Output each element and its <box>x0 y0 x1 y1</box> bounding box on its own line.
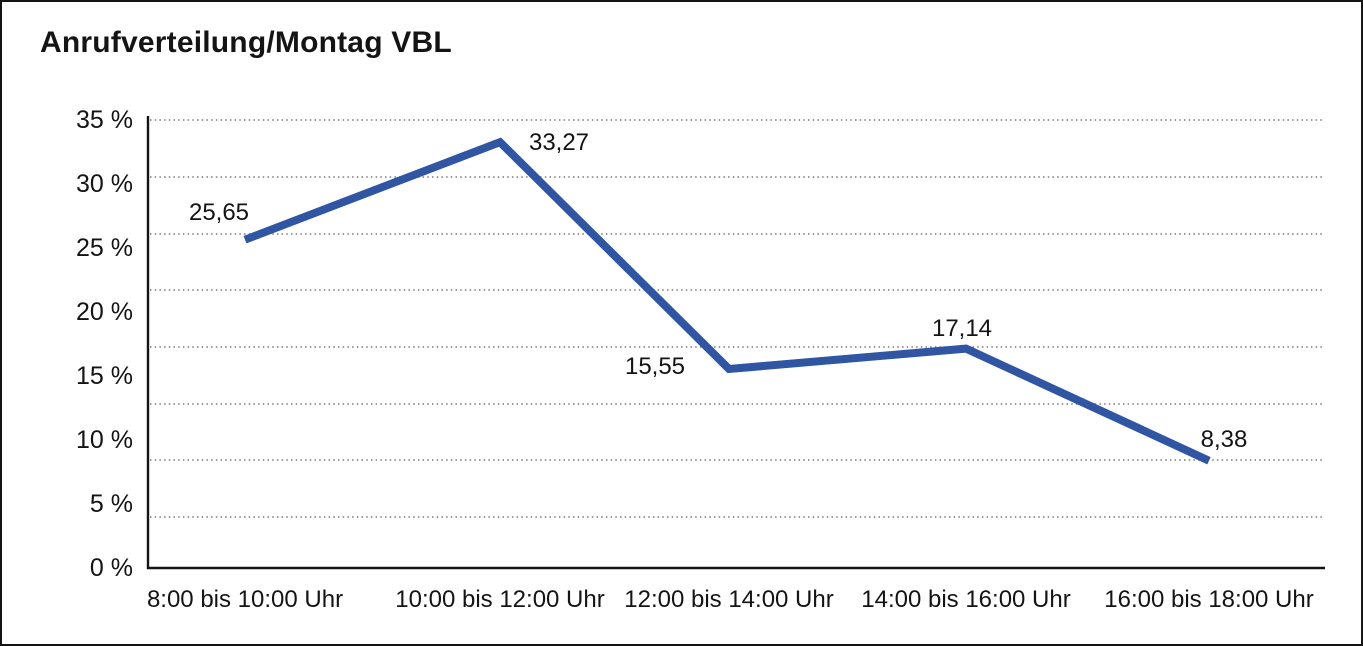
y-tick-label: 10 % <box>76 426 133 454</box>
y-tick-label: 15 % <box>76 362 133 390</box>
x-tick-label: 10:00 bis 12:00 Uhr <box>395 586 605 613</box>
data-line-series <box>243 137 1211 465</box>
y-tick-label: 35 % <box>76 106 133 134</box>
data-point-label: 15,55 <box>624 352 686 380</box>
x-tick-label: 14:00 bis 16:00 Uhr <box>861 586 1071 613</box>
y-tick-label: 25 % <box>76 234 133 262</box>
data-point-label: 17,14 <box>931 314 993 342</box>
chart-title: Anrufverteilung/Montag VBL <box>40 26 452 59</box>
data-line <box>243 137 1211 465</box>
x-tick-label: 12:00 bis 14:00 Uhr <box>624 586 834 613</box>
y-tick-label: 5 % <box>89 490 133 518</box>
y-tick-label: 0 % <box>89 554 133 582</box>
data-point-label: 8,38 <box>1200 425 1248 453</box>
axes <box>146 116 1325 570</box>
y-tick-label: 20 % <box>76 298 133 326</box>
x-tick-label: 16:00 bis 18:00 Uhr <box>1104 586 1314 613</box>
data-point-label: 33,27 <box>528 129 590 157</box>
x-tick-label: 8:00 bis 10:00 Uhr <box>146 586 344 613</box>
y-tick-label: 30 % <box>76 170 133 198</box>
gridlines <box>150 119 1325 518</box>
data-point-label: 25,65 <box>188 198 250 226</box>
